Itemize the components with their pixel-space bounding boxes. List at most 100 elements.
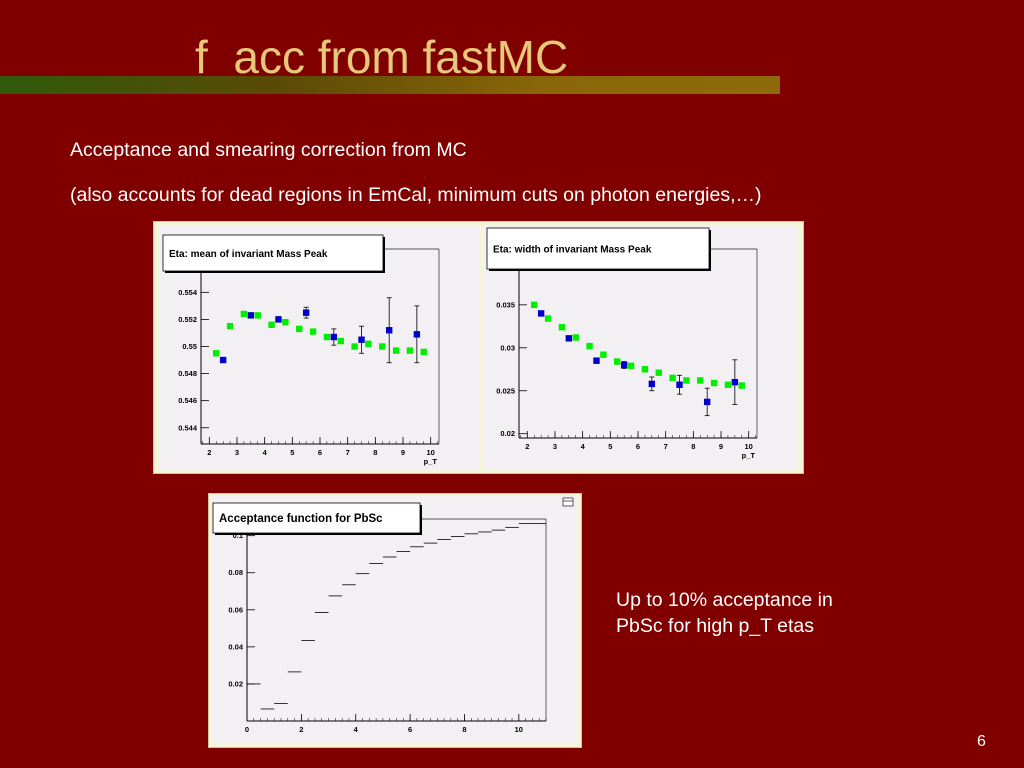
y-tick-label: 0.06 xyxy=(228,605,243,614)
canvas-icon xyxy=(562,497,574,507)
series-0 xyxy=(213,310,427,357)
data-point xyxy=(731,378,739,386)
data-point xyxy=(710,379,718,387)
y-tick-label: 0.03 xyxy=(500,343,515,352)
data-point xyxy=(565,335,573,342)
x-tick-label: 8 xyxy=(373,448,377,457)
title-box-border xyxy=(162,234,384,272)
x-tick-label: 2 xyxy=(525,442,529,451)
data-point xyxy=(379,343,386,350)
acceptance-plot-frame: 0 2 4 6 8 10 0.02 0.04 0.06 0.08 0.1 Acceptance fun… xyxy=(208,493,582,748)
x-tick-label: 8 xyxy=(691,442,695,451)
canvas-icon-frame xyxy=(562,497,574,507)
data-point xyxy=(593,357,600,364)
y-tick-label: 0.544 xyxy=(178,423,198,432)
data-point xyxy=(323,333,331,341)
acceptance-function-chart: 0 2 4 6 8 10 0.02 0.04 0.06 0.08 0.1 Acceptance fun… xyxy=(211,496,577,744)
x-tick-label: 8 xyxy=(462,725,466,734)
data-point xyxy=(247,312,255,319)
x-tick-label: 5 xyxy=(608,442,612,451)
data-point xyxy=(226,322,234,330)
data-point xyxy=(420,348,427,356)
y-tick-label: 0.08 xyxy=(228,568,243,577)
data-point xyxy=(544,315,552,322)
body-text-line-2: (also accounts for dead regions in EmCal… xyxy=(70,184,762,206)
width-mass-peak-chart: 23456789100.020.0250.030.0350.04p_TEta: … xyxy=(484,225,798,470)
series-0 xyxy=(531,301,745,389)
chart-title: Eta: width of invariant Mass Peak xyxy=(493,245,652,256)
x-tick-label: 7 xyxy=(664,442,668,451)
x-tick-label: 10 xyxy=(427,448,435,457)
y-tick-label: 0.1 xyxy=(233,531,243,540)
chart-title: Acceptance function for PbSc xyxy=(219,513,383,525)
x-tick-label: 9 xyxy=(719,442,723,451)
chart-title-box: Eta: width of invariant Mass Peak xyxy=(486,227,711,271)
x-tick-label: 3 xyxy=(235,448,239,457)
x-tick-label: 2 xyxy=(207,448,211,457)
y-tick-label: 0.554 xyxy=(178,288,198,297)
data-point xyxy=(586,342,593,350)
data-point xyxy=(254,312,261,319)
x-tick-label: 0 xyxy=(245,725,249,734)
x-tick-label: 10 xyxy=(515,725,523,734)
x-tick-label: 6 xyxy=(636,442,640,451)
mean-mass-peak-chart: 23456789100.5440.5460.5480.550.5520.5540… xyxy=(159,225,479,470)
data-point xyxy=(648,380,656,388)
y-tick-label: 0.025 xyxy=(496,386,515,395)
x-tick-label: 7 xyxy=(346,448,350,457)
x-tick-label: 6 xyxy=(318,448,322,457)
side-note-line-1: Up to 10% acceptance in xyxy=(616,589,833,611)
title-box-border xyxy=(212,502,421,534)
data-point xyxy=(600,351,607,358)
slide-title: f_acc from fastMC xyxy=(195,31,569,83)
x-tick-label: 4 xyxy=(581,442,586,451)
y-tick-label: 0.552 xyxy=(178,315,197,324)
x-tick-label: 2 xyxy=(299,725,303,734)
data-point xyxy=(351,343,358,350)
data-point xyxy=(620,361,628,369)
data-point xyxy=(669,374,676,382)
y-tick-label: 0.546 xyxy=(178,396,197,405)
data-point xyxy=(240,310,248,318)
side-note-line-2: PbSc for high p_T etas xyxy=(616,615,815,637)
x-tick-label: 4 xyxy=(354,725,359,734)
y-tick-label: 0.02 xyxy=(500,429,515,438)
data-point xyxy=(392,347,400,354)
data-point xyxy=(330,333,338,341)
x-tick-label: 3 xyxy=(553,442,557,451)
data-point xyxy=(558,323,566,331)
data-point xyxy=(213,350,220,357)
y-tick-label: 0.55 xyxy=(182,342,197,351)
data-point xyxy=(703,398,711,406)
x-tick-label: 9 xyxy=(401,448,405,457)
data-point xyxy=(268,321,275,329)
data-point xyxy=(531,301,538,309)
data-point xyxy=(683,377,690,384)
data-point xyxy=(413,331,421,338)
data-point xyxy=(365,340,372,347)
x-tick-label: 4 xyxy=(263,448,268,457)
y-tick-label: 0.548 xyxy=(178,369,197,378)
data-point xyxy=(219,356,227,364)
series-1 xyxy=(219,297,421,364)
data-point xyxy=(309,328,317,335)
data-point xyxy=(738,382,745,389)
chart-title-box: Eta: mean of invariant Mass Peak xyxy=(162,234,385,273)
y-tick-label: 0.04 xyxy=(228,642,243,651)
page-number: 6 xyxy=(977,733,986,750)
x-tick-label: 5 xyxy=(290,448,294,457)
y-tick-label: 0.035 xyxy=(496,300,515,309)
data-point xyxy=(296,325,303,333)
data-point xyxy=(406,347,414,354)
side-note: Up to 10% acceptance in PbSc for high p_… xyxy=(616,587,833,639)
x-axis-label: p_T xyxy=(742,451,756,460)
data-point xyxy=(537,310,545,317)
x-axis-label: p_T xyxy=(424,457,438,466)
data-point xyxy=(358,336,365,343)
x-tick-label: 6 xyxy=(408,725,412,734)
top-plots-frame: 2 3 4 5 6 7 8 9 10 0.544 0.546 0.548 0.55 0.552 0.554 0… xyxy=(153,221,804,474)
x-tick-label: 10 xyxy=(745,442,753,451)
chart-title-box: Acceptance function for PbSc xyxy=(212,502,422,535)
title-underline-bar xyxy=(0,76,780,94)
data-point xyxy=(627,362,635,370)
